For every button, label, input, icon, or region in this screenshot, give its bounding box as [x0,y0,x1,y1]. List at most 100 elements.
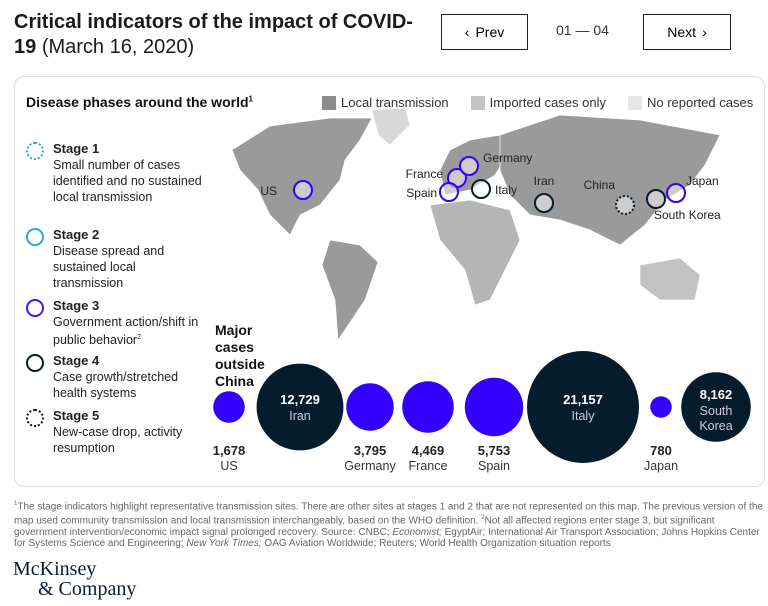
stage-name: Stage 2 [53,227,100,242]
bubble-country: Spain [478,459,510,473]
bubble-value: 12,729 [280,392,320,407]
stage-ring-icon [26,142,44,160]
fn1: 1 [14,501,18,507]
map-marker[interactable] [471,179,491,199]
bubble-country: Germany [344,459,396,473]
bubble-country: South [700,404,733,418]
fn-text-3: EgyptAir; International Air Transport As… [14,526,760,550]
prev-label: Prev [475,24,505,40]
bubble-value: 5,753 [478,443,511,458]
stage-name: Stage 3 [53,298,100,313]
map-marker[interactable] [439,182,459,202]
bubble-japan [650,396,672,418]
legend-swatch [628,95,642,110]
africa [429,199,521,306]
map-marker-label: Japan [686,174,719,188]
logo-line1: McKinsey [13,558,97,580]
bubble-country: Korea [699,419,732,433]
legend-item: Imported cases only [470,95,606,110]
logo-line2: & Company [38,578,137,600]
footnote-marker: 2 [137,334,141,341]
bubble-iran [256,363,344,451]
map-marker-label: France [406,167,444,181]
legend-label: No reported cases [647,95,754,110]
mckinsey-logo: McKinsey & Company [13,559,136,599]
stage-legend-item: Stage 1 Small number of cases identified … [26,141,203,205]
stage-desc: Disease spread and sustained local trans… [53,244,165,290]
bubble-value: 4,469 [412,443,445,458]
stage-name: Stage 1 [53,141,100,156]
footnote-marker: 1 [248,94,253,104]
fn-italic-1: Economist; [392,526,442,538]
map-marker-label: Spain [406,186,437,200]
stage-legend-item: Stage 4 Case growth/stretched health syst… [26,353,203,401]
footnotes: 1The stage indicators highlight represen… [14,499,764,550]
fn-text-4: OAG Aviation Worldwide; Reuters; World H… [261,538,611,550]
legend-label: Local transmission [341,95,449,110]
map-marker[interactable] [646,189,666,209]
bubble-us [213,391,245,423]
stage-name: Stage 5 [53,408,100,423]
bubble-value: 3,795 [354,443,387,458]
fn-text-1: The stage indicators highlight represent… [14,501,763,527]
fn-text-2: Not all affected regions enter stage 3, … [14,515,715,538]
map-marker-label: China [584,178,616,192]
stage-desc: Government action/shift in public behavi… [53,315,199,348]
stage-desc: Case growth/stretched health systems [53,370,179,400]
bubble-value: 780 [650,443,672,458]
greenland [371,107,411,146]
title-text: Critical indicators of the impact of COV… [14,11,413,58]
bubble-country: Iran [289,409,311,423]
bubble-germany [346,383,394,431]
stage-desc: Small number of cases identified and no … [53,158,202,204]
map-marker-label: US [260,184,277,198]
next-button[interactable]: Next › [643,14,731,50]
legend-label: Imported cases only [489,95,606,110]
bubble-value: 21,157 [563,392,603,407]
legend-swatch [322,95,336,110]
bubble-country: US [220,459,237,473]
chevron-right-icon: › [702,24,707,40]
map-marker[interactable] [293,180,313,200]
bubble-chart-title: Major cases outside China [215,322,265,389]
bubble-france [402,381,454,433]
fn2: 2 [481,514,485,521]
map-marker[interactable] [615,195,635,215]
page-indicator: 01 — 04 [556,22,609,38]
bubble-country: Italy [572,409,596,423]
stage-desc: New-case drop, activity resumption [53,425,183,455]
bubble-value: 8,162 [700,387,733,402]
south-america [321,239,379,342]
map-marker-label: South Korea [654,208,721,222]
next-label: Next [667,24,697,40]
map-legend: Local transmission Imported cases only No … [322,95,753,110]
map-marker[interactable] [666,183,686,203]
bubble-value: 1,678 [213,443,246,458]
map-marker-label: Italy [495,183,517,197]
map-title: Disease phases around the world1 [26,94,253,110]
map-marker-label: Iran [534,174,555,188]
stage-ring-icon [26,409,44,427]
bubble-spain [464,377,524,437]
prev-button[interactable]: ‹ Prev [441,14,528,50]
fn-italic-2: New York Times; [186,538,262,550]
map-marker[interactable] [459,156,479,176]
australia [639,257,701,301]
map-marker-label: Germany [483,151,532,165]
legend-item: Local transmission [322,95,449,110]
north-america [231,117,373,236]
stage-ring-icon [26,228,44,246]
legend-item: No reported cases [628,95,753,110]
stage-legend-item: Stage 3 Government action/shift in public… [26,298,203,348]
bubble-country: France [409,459,448,473]
map-marker[interactable] [534,193,554,213]
legend-swatch [470,95,485,110]
title-date: (March 16, 2020) [41,36,195,58]
bubble-south-korea [681,372,751,442]
asia [499,114,721,246]
stage-ring-icon [26,299,44,317]
bubble-country: Japan [644,459,678,473]
stage-legend-item: Stage 2 Disease spread and sustained loca… [26,227,203,291]
page-title: Critical indicators of the impact of COV… [14,10,414,60]
